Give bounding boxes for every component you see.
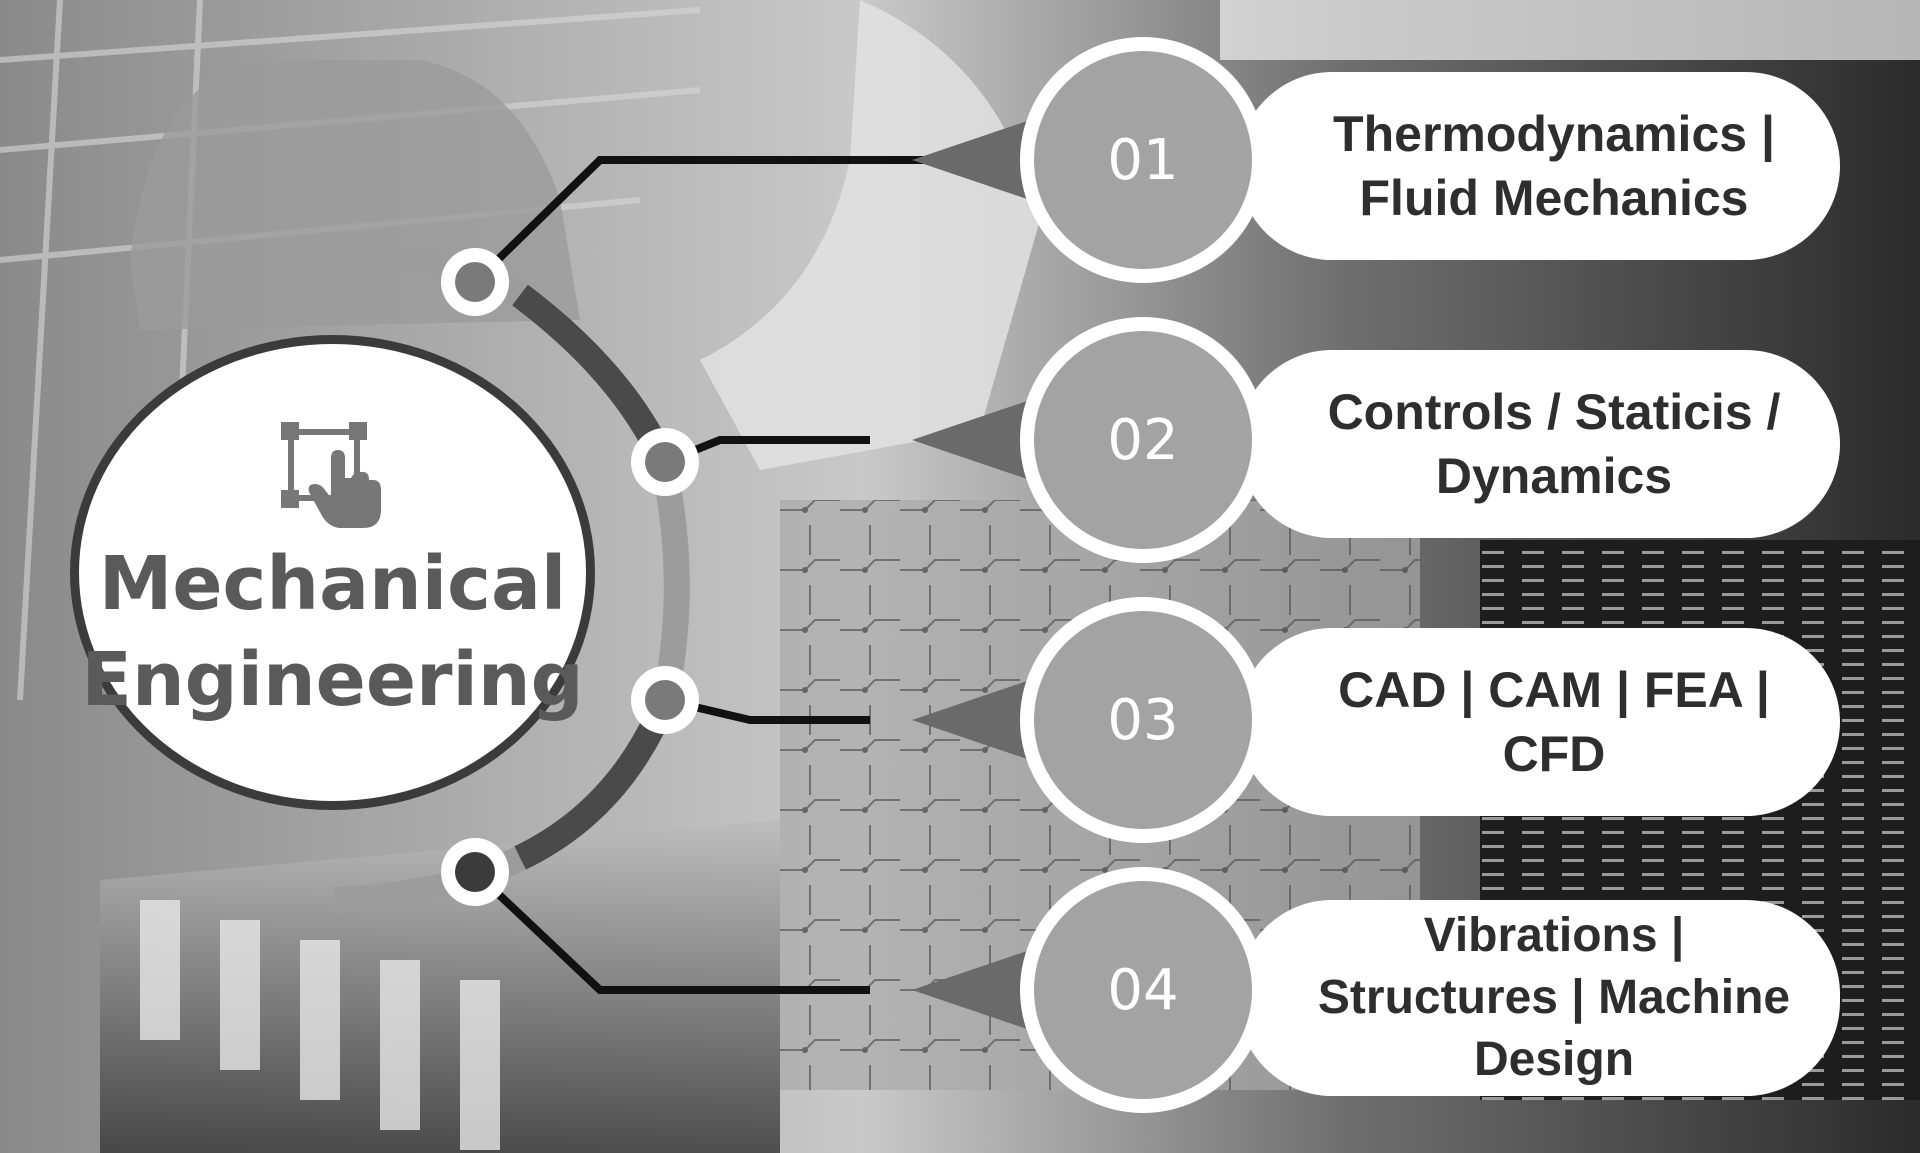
branch-04-line3: Design [1473,1033,1635,1086]
branch-number-04: 04 [1020,867,1266,1113]
branch-number-03-text: 03 [1107,687,1179,753]
arc-node-04 [441,838,509,906]
branch-label-02: Controls / Staticis / Dynamics [1238,350,1840,538]
branch-number-02: 02 [1020,317,1266,563]
hand-pointer-selection-icon [280,421,381,528]
arrow-left-icon [912,400,1030,480]
arc-node-02 [631,428,699,496]
hub-title-line2: Engineering [81,636,584,723]
branch-04-line1: Vibrations | [1423,909,1685,962]
branch-label-01: Thermodynamics | Fluid Mechanics [1238,72,1840,260]
branch-01-line1: Thermodynamics | [1333,106,1775,162]
branch-01-line2: Fluid Mechanics [1359,170,1749,226]
arc-node-03 [631,666,699,734]
branch-02-line1: Controls / Staticis / [1327,384,1781,440]
branch-label-04: Vibrations | Structures | Machine Design [1238,900,1840,1096]
arrow-left-icon [912,950,1030,1030]
connector-line-04 [472,869,870,994]
branch-number-03: 03 [1020,597,1266,843]
connector-line-01 [472,156,1020,285]
branch-number-01: 01 [1020,37,1266,283]
branch-03-line2: CFD [1502,726,1606,782]
branch-04-line2: Structures | Machine [1317,971,1791,1024]
branch-03-line1: CAD | CAM | FEA | [1338,662,1770,718]
arrow-left-icon [912,680,1030,760]
hub-circle: Mechanical Engineering [70,335,595,810]
branch-number-02-text: 02 [1107,407,1179,473]
arc-node-01 [441,248,509,316]
hub-title-line1: Mechanical [98,540,567,627]
arrow-left-icon [912,120,1030,200]
branch-number-04-text: 04 [1107,957,1179,1023]
branch-number-01-text: 01 [1107,127,1179,193]
branch-02-line2: Dynamics [1435,448,1673,504]
branch-label-03: CAD | CAM | FEA | CFD [1238,628,1840,816]
